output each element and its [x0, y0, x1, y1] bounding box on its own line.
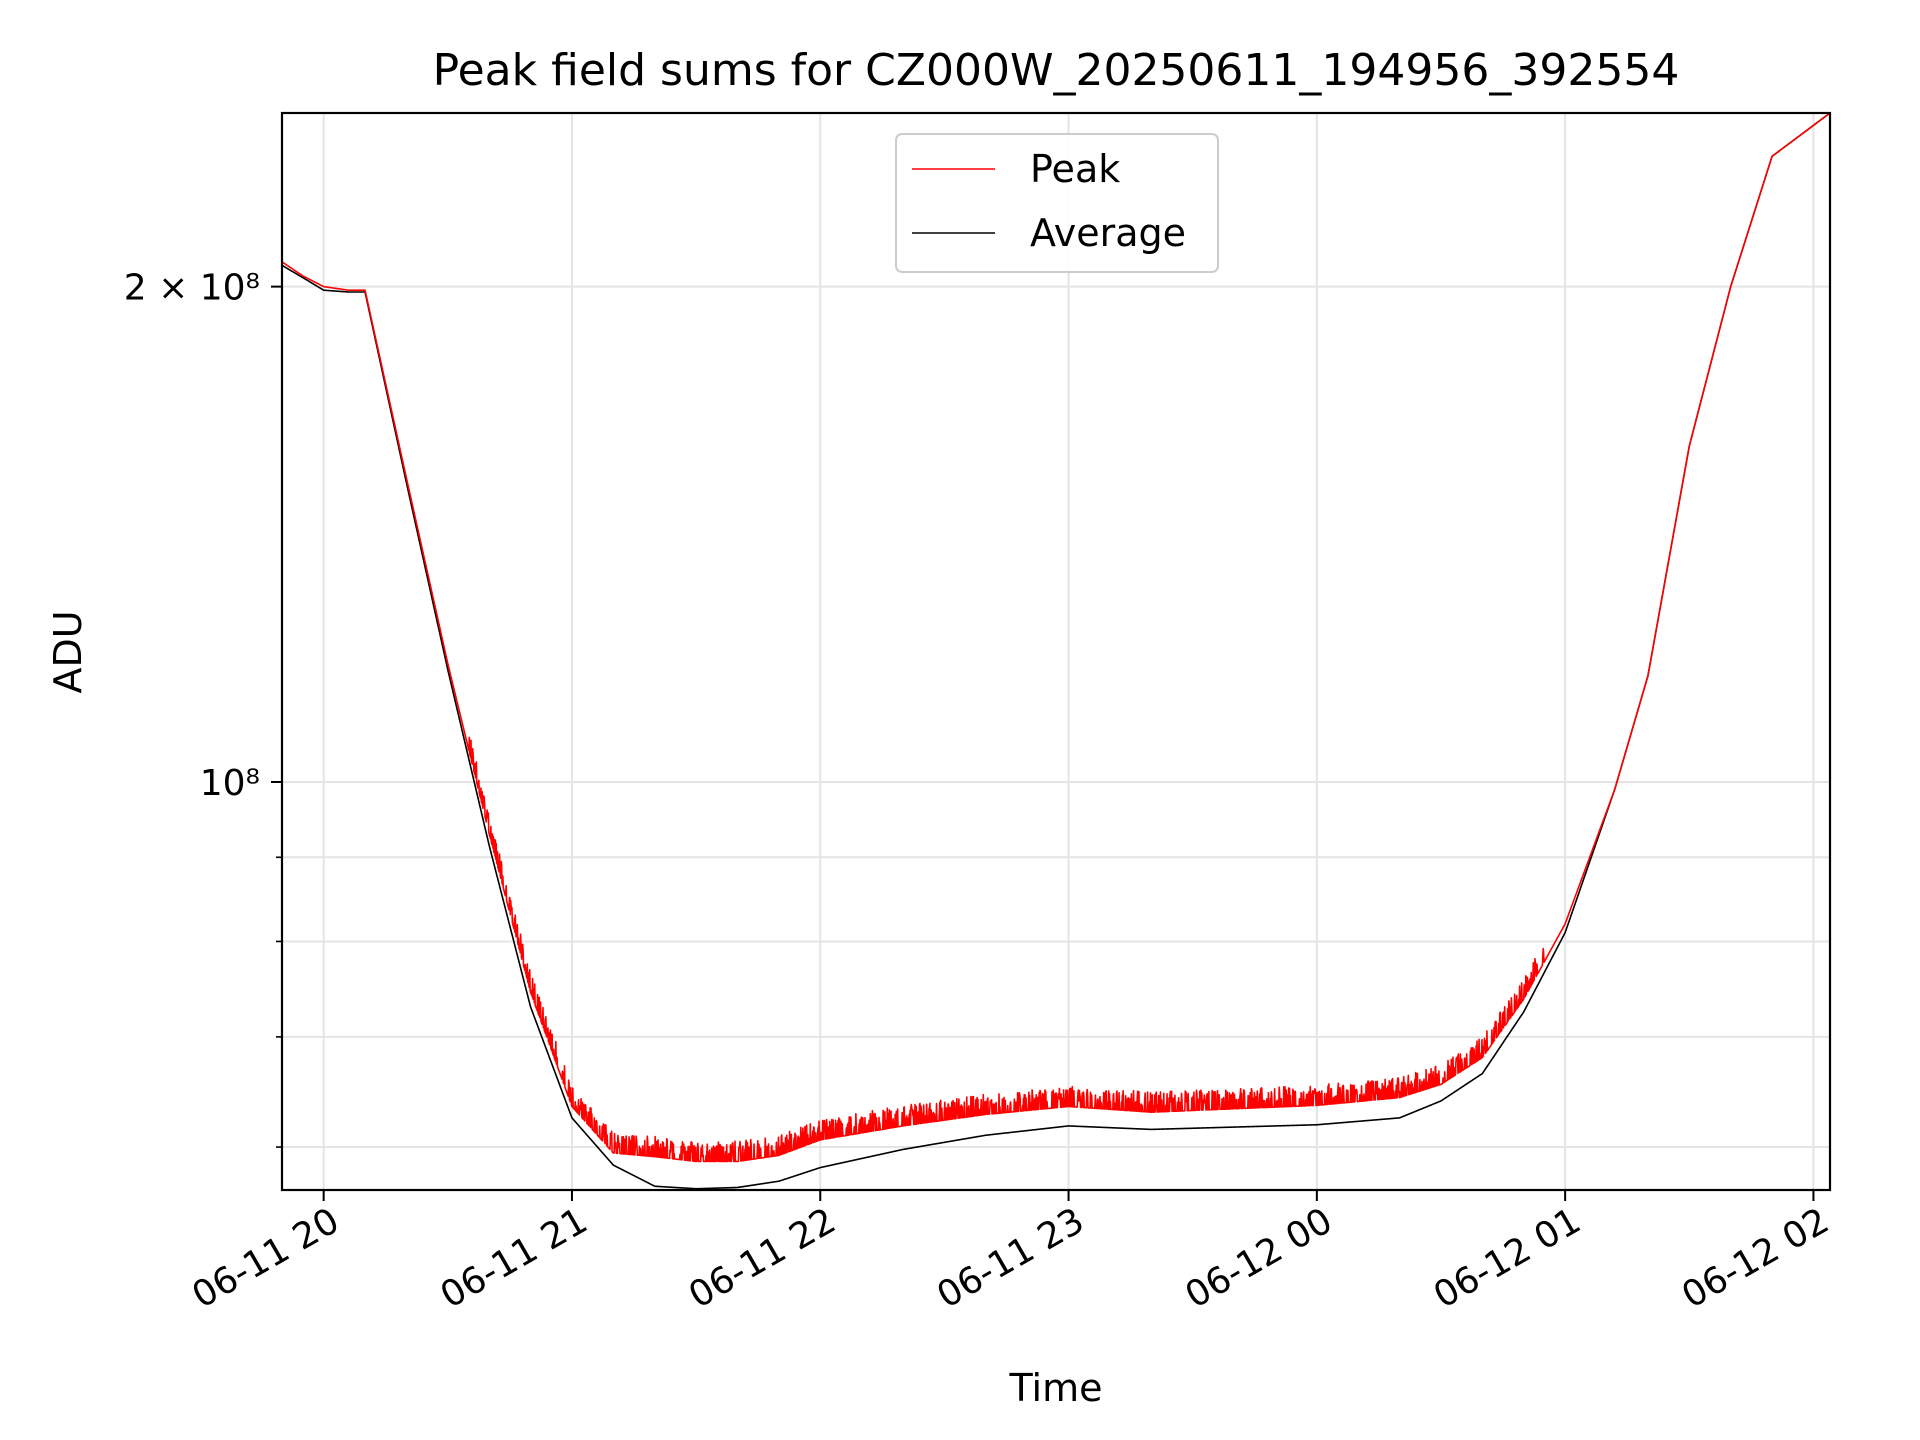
y-axis-label: ADU	[46, 610, 90, 693]
series-line-peak	[281, 112, 1831, 1163]
series-lines	[281, 112, 1831, 1190]
series-line-average	[281, 112, 1831, 1190]
y-tick-label: 2 × 10⁸	[124, 268, 260, 309]
chart-title: Peak field sums for CZ000W_20250611_1949…	[433, 45, 1680, 96]
grid-lines	[282, 113, 1830, 1190]
y-tick-label: 10⁸	[200, 763, 260, 804]
legend-label-peak: Peak	[1030, 147, 1120, 191]
legend-label-average: Average	[1030, 211, 1186, 255]
x-axis-label: Time	[1009, 1366, 1103, 1410]
legend: Peak Average	[895, 133, 1219, 273]
plot-frame	[280, 111, 1832, 1192]
y-axis: 2 × 10⁸ 10⁸	[124, 268, 282, 1148]
plot-background	[282, 113, 1830, 1190]
plot-area	[280, 111, 1832, 1192]
